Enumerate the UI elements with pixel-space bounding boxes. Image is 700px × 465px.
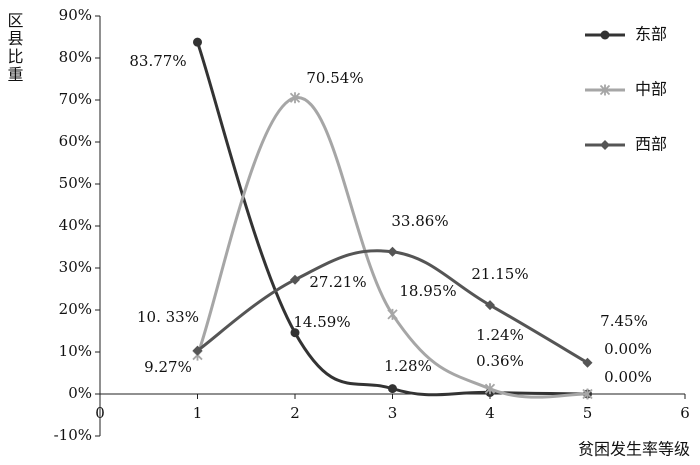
data-label: 0.36%	[476, 352, 524, 370]
legend-marker	[600, 30, 610, 40]
y-tick-label: 70%	[59, 90, 92, 108]
point	[485, 300, 495, 311]
point	[582, 357, 593, 368]
point	[582, 388, 593, 400]
x-tick-label: 3	[388, 404, 398, 422]
y-tick-label: 40%	[59, 216, 92, 234]
line	[196, 249, 589, 365]
data-label: 0.00%	[604, 340, 652, 358]
y-tick-label: 20%	[59, 300, 92, 318]
y-tick-label: 60%	[59, 132, 92, 150]
legend-label: 中部	[635, 80, 667, 99]
data-label: 1.28%	[384, 357, 432, 375]
x-axis-label: 贫困发生率等级	[578, 440, 690, 459]
point	[193, 37, 202, 47]
legend-marker	[600, 140, 610, 150]
x-tick-label: 6	[680, 404, 690, 422]
point	[192, 345, 203, 356]
series: 10. 33% 27.21% 33.86% 21.15% 7.45%	[137, 212, 648, 368]
point	[290, 328, 300, 338]
data-label: 21.15%	[471, 265, 528, 283]
data-label: 27.21%	[309, 273, 366, 291]
data-label: 9.27%	[144, 358, 192, 376]
y-tick-label: 80%	[59, 48, 92, 66]
point	[387, 246, 398, 257]
point	[484, 383, 496, 395]
data-label: 33.86%	[391, 212, 448, 230]
x-tick-label: 4	[485, 404, 495, 422]
x-tick-label: 2	[290, 404, 300, 422]
legend-marker	[599, 84, 611, 96]
legend-label: 西部	[635, 135, 667, 154]
data-label: 0.00%	[604, 368, 652, 386]
series: 9.27% 70.54% 18.95% 1.24% 0.00%	[144, 69, 652, 400]
y-tick-label: -10%	[54, 426, 92, 444]
line	[196, 96, 588, 399]
point	[388, 384, 397, 394]
x-tick-label: 1	[193, 404, 203, 422]
data-label: 70.54%	[306, 69, 363, 87]
data-label: 14.59%	[293, 313, 350, 331]
data-label: 10. 33%	[137, 308, 199, 326]
y-tick-label: 50%	[59, 174, 92, 192]
point	[289, 92, 301, 104]
point	[387, 308, 398, 320]
data-label: 83.77%	[129, 52, 186, 70]
point	[290, 274, 300, 285]
data-label: 1.24%	[476, 326, 524, 344]
y-tick-label: 0%	[68, 384, 92, 402]
data-label: 7.45%	[600, 312, 648, 330]
y-tick-label: 30%	[59, 258, 92, 276]
y-tick-label: 90%	[59, 6, 92, 24]
data-label: 18.95%	[399, 282, 456, 300]
x-tick-label: 5	[583, 404, 593, 422]
x-tick-label: 0	[95, 404, 105, 422]
legend-label: 东部	[635, 25, 667, 44]
y-axis-label: 区县比重	[5, 12, 24, 84]
y-tick-label: 10%	[59, 342, 92, 360]
series: 83.77% 14.59% 1.28% 0.36% 0.00%	[129, 37, 652, 399]
